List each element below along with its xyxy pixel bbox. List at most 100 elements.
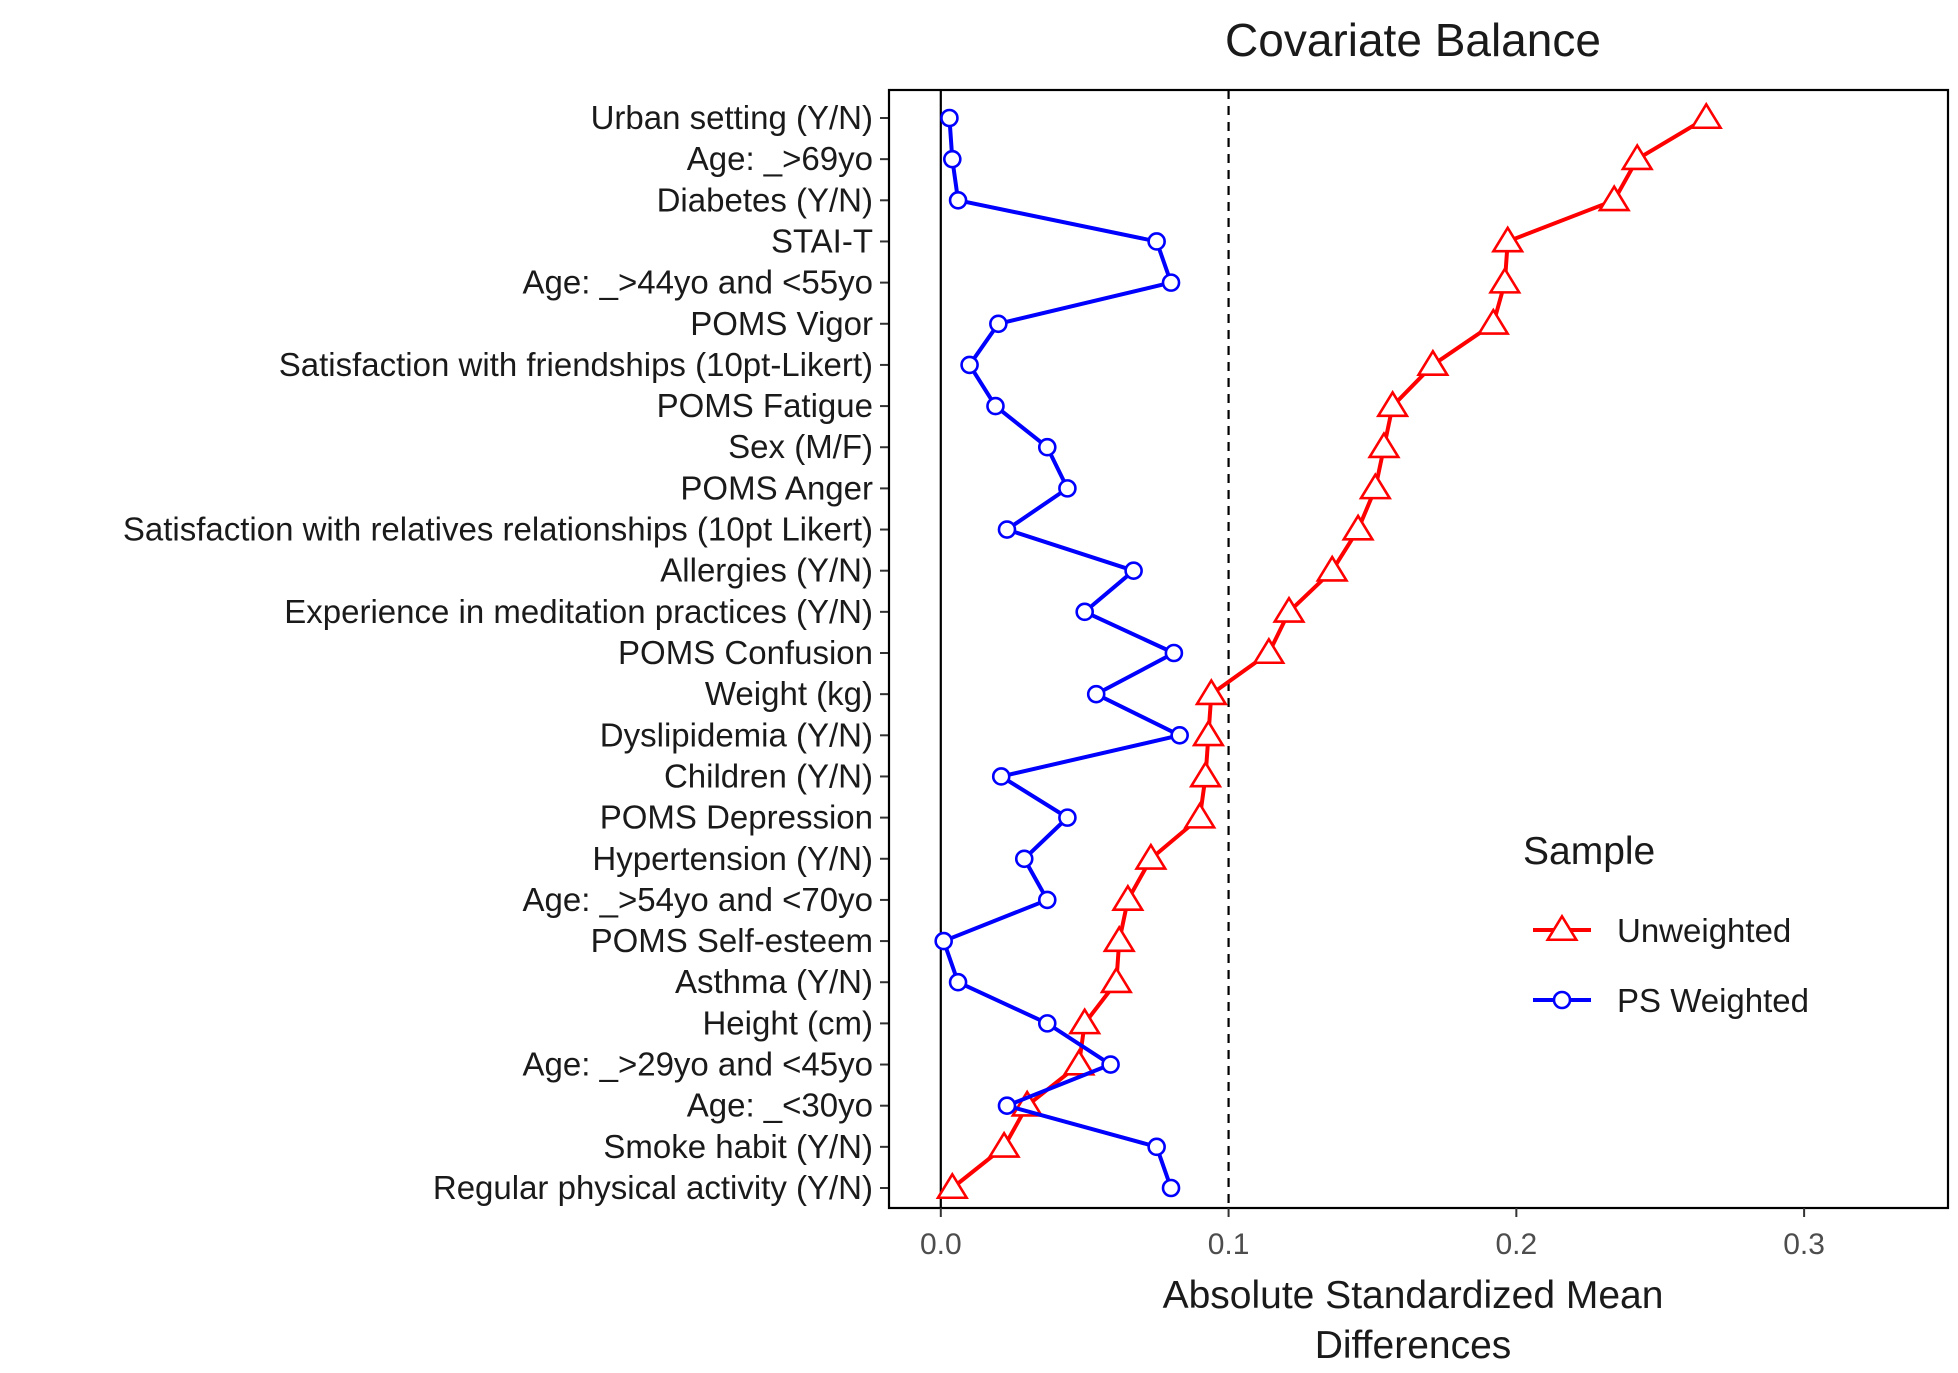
data-point-ps-weighted bbox=[1086, 684, 1106, 704]
y-tick-label: Age: _>29yo and <45yo bbox=[523, 1046, 873, 1083]
data-point-unweighted bbox=[1315, 554, 1349, 582]
y-tick-label: POMS Anger bbox=[680, 469, 873, 506]
data-point-ps-weighted bbox=[1161, 273, 1181, 292]
legend-key-marker bbox=[1552, 990, 1572, 1010]
data-point-ps-weighted bbox=[997, 520, 1017, 539]
data-point-ps-weighted bbox=[991, 767, 1011, 786]
y-tick-label: Diabetes (Y/N) bbox=[657, 181, 873, 218]
legend-key-marker bbox=[1545, 913, 1579, 942]
y-tick-label: POMS Self-esteem bbox=[591, 922, 873, 959]
legend-label: PS Weighted bbox=[1617, 982, 1809, 1019]
y-tick-label: Age: _>44yo and <55yo bbox=[523, 264, 873, 301]
legend-label: Unweighted bbox=[1617, 912, 1791, 949]
y-tick-label: STAI-T bbox=[771, 222, 873, 259]
y-tick-label: Regular physical activity (Y/N) bbox=[433, 1169, 873, 1206]
data-point-unweighted bbox=[1194, 678, 1228, 706]
series-ps-weighted bbox=[934, 108, 1189, 1198]
x-axis: 0.0 0.1 0.2 0.3 bbox=[920, 1208, 1825, 1261]
y-tick-label: Age: _>54yo and <70yo bbox=[523, 881, 873, 918]
data-point-ps-weighted bbox=[1161, 1178, 1181, 1198]
data-point-unweighted bbox=[1062, 1048, 1096, 1076]
data-point-unweighted bbox=[1476, 307, 1510, 335]
y-tick-label: Weight (kg) bbox=[705, 675, 873, 712]
series-unweighted bbox=[935, 101, 1723, 1200]
y-tick-label: Hypertension (Y/N) bbox=[592, 840, 873, 877]
x-tick-label: 0.0 bbox=[920, 1228, 962, 1261]
y-tick-label: Allergies (Y/N) bbox=[660, 552, 873, 589]
data-point-ps-weighted bbox=[997, 1096, 1017, 1115]
chart-title: Covariate Balance bbox=[1225, 14, 1601, 66]
data-point-unweighted bbox=[1068, 1007, 1102, 1035]
y-tick-label: Satisfaction with relatives relationship… bbox=[123, 511, 873, 548]
y-tick-label: Age: _<30yo bbox=[687, 1087, 873, 1124]
data-point-ps-weighted bbox=[1075, 602, 1094, 622]
data-point-ps-weighted bbox=[1170, 726, 1189, 745]
y-tick-label: POMS Vigor bbox=[690, 305, 873, 342]
data-point-ps-weighted bbox=[1037, 1014, 1057, 1033]
y-axis-ticks bbox=[880, 117, 889, 1189]
y-tick-label: POMS Fatigue bbox=[657, 387, 873, 424]
data-point-unweighted bbox=[1416, 348, 1450, 376]
data-point-ps-weighted bbox=[1147, 232, 1166, 251]
data-point-unweighted bbox=[987, 1130, 1021, 1158]
data-point-ps-weighted bbox=[1037, 890, 1057, 910]
series-line-ps-weighted bbox=[941, 117, 1182, 1189]
data-point-ps-weighted bbox=[989, 314, 1008, 334]
data-point-unweighted bbox=[1183, 801, 1217, 829]
data-point-ps-weighted bbox=[948, 191, 968, 210]
y-tick-label: Asthma (Y/N) bbox=[675, 963, 873, 1000]
data-point-unweighted bbox=[1367, 431, 1401, 459]
data-point-unweighted bbox=[1191, 719, 1226, 747]
y-tick-label: Sex (M/F) bbox=[728, 428, 873, 465]
y-tick-label: Height (cm) bbox=[702, 1004, 873, 1041]
data-point-unweighted bbox=[935, 1171, 969, 1200]
data-point-unweighted bbox=[1620, 143, 1654, 171]
data-point-unweighted bbox=[1102, 924, 1136, 953]
data-point-ps-weighted bbox=[934, 931, 953, 951]
data-point-ps-weighted bbox=[948, 972, 968, 992]
y-tick-label: Smoke habit (Y/N) bbox=[603, 1128, 873, 1165]
panel-border bbox=[887, 88, 1950, 1210]
data-point-ps-weighted bbox=[1058, 479, 1077, 498]
data-point-unweighted bbox=[1358, 472, 1392, 500]
data-point-ps-weighted bbox=[943, 149, 962, 169]
data-point-unweighted bbox=[1099, 966, 1133, 994]
data-point-unweighted bbox=[1272, 595, 1306, 623]
data-point-ps-weighted bbox=[940, 108, 959, 128]
data-point-unweighted bbox=[1111, 883, 1145, 911]
data-point-unweighted bbox=[1689, 101, 1723, 130]
data-point-ps-weighted bbox=[1164, 643, 1184, 663]
legend-item-unweighted: Unweighted bbox=[1533, 912, 1791, 949]
y-tick-label: Urban setting (Y/N) bbox=[591, 99, 873, 136]
data-point-unweighted bbox=[1134, 842, 1168, 870]
data-point-unweighted bbox=[1491, 225, 1525, 253]
data-point-ps-weighted bbox=[986, 396, 1005, 416]
x-axis-title-line-1: Absolute Standardized Mean bbox=[1163, 1274, 1664, 1317]
y-tick-label: Satisfaction with friendships (10pt-Like… bbox=[279, 346, 873, 383]
data-point-unweighted bbox=[1252, 636, 1286, 665]
data-point-ps-weighted bbox=[1037, 437, 1057, 457]
data-point-ps-weighted bbox=[1101, 1055, 1120, 1074]
legend-title: Sample bbox=[1523, 830, 1655, 873]
data-point-unweighted bbox=[1597, 184, 1631, 212]
y-tick-label: POMS Depression bbox=[600, 799, 873, 836]
legend: Sample Unweighted PS Weighted bbox=[1523, 830, 1809, 1019]
data-point-ps-weighted bbox=[1124, 561, 1143, 580]
legend-items: Unweighted PS Weighted bbox=[1533, 912, 1809, 1019]
x-axis-title-line-2: Differences bbox=[1315, 1324, 1512, 1367]
data-point-unweighted bbox=[1375, 389, 1410, 418]
y-axis-labels: Urban setting (Y/N) Age: _>69yo Diabetes (… bbox=[123, 99, 873, 1206]
y-tick-label: Children (Y/N) bbox=[664, 757, 873, 794]
data-point-unweighted bbox=[1341, 513, 1375, 541]
legend-item-ps-weighted: PS Weighted bbox=[1533, 982, 1809, 1019]
data-point-ps-weighted bbox=[960, 355, 979, 375]
y-tick-label: Age: _>69yo bbox=[687, 140, 873, 177]
y-tick-label: Dyslipidemia (Y/N) bbox=[600, 716, 873, 753]
data-point-unweighted bbox=[1188, 760, 1223, 788]
x-tick-label: 0.2 bbox=[1495, 1228, 1537, 1261]
y-tick-label: POMS Confusion bbox=[618, 634, 873, 671]
x-tick-label: 0.3 bbox=[1783, 1228, 1825, 1261]
plot-panel bbox=[887, 88, 1950, 1210]
data-point-ps-weighted bbox=[1058, 808, 1077, 827]
